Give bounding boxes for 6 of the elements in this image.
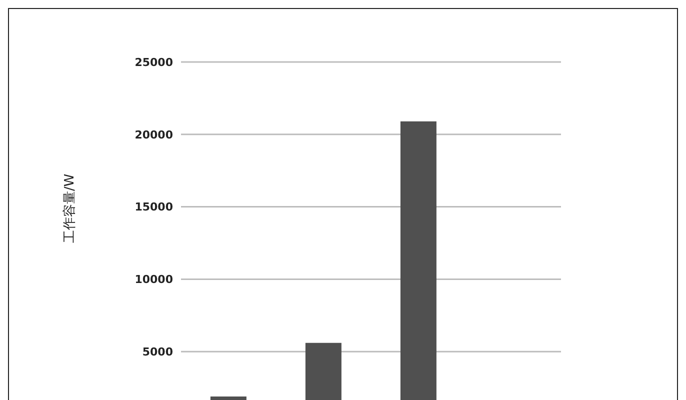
y-tick-label: 10000 (134, 273, 174, 286)
y-tick-label: 5000 (142, 346, 174, 359)
y-tick-label: 20000 (134, 128, 174, 142)
y-axis-title: 工作容量/W (62, 174, 78, 243)
y-tick-label: 25000 (134, 56, 174, 69)
y-tick-label: 15000 (134, 200, 174, 214)
